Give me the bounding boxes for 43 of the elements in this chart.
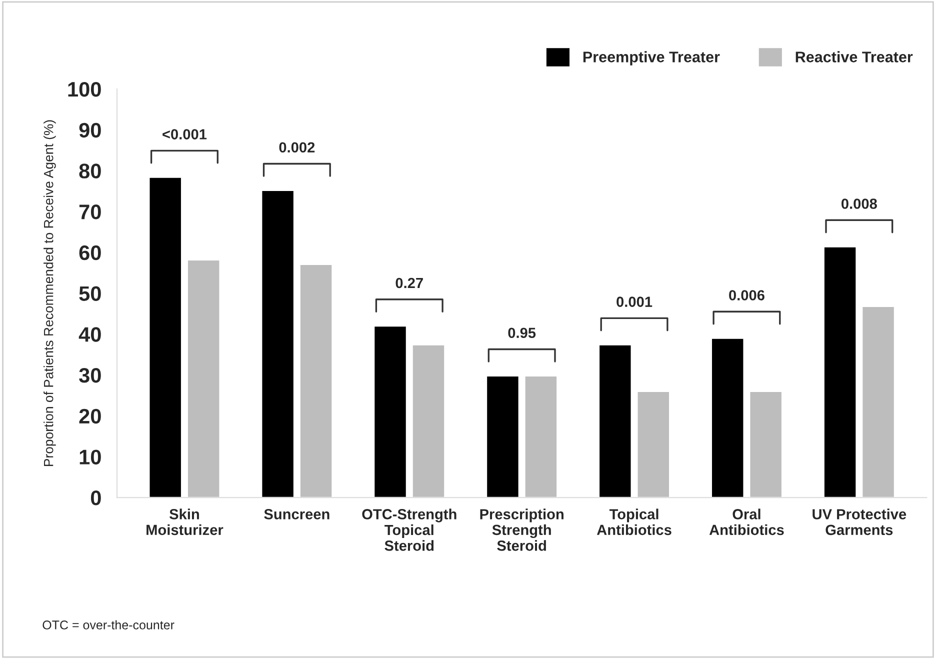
x-tick-label: Topical Antibiotics xyxy=(596,508,672,536)
x-tick-label: OTC-Strength Topical Steroid xyxy=(362,508,456,551)
x-tick-label: UV Protective Garments xyxy=(812,508,906,536)
x-tick-label: Suncreen xyxy=(264,509,330,520)
y-tick-label: 0 xyxy=(90,490,101,506)
bar xyxy=(299,264,334,498)
text: OTC = over-the-counter xyxy=(42,620,174,630)
y-tick-label: 50 xyxy=(79,286,101,302)
bar xyxy=(411,344,446,498)
bar xyxy=(598,344,632,498)
y-tick-label: 70 xyxy=(79,204,101,220)
bar xyxy=(524,375,558,498)
bar xyxy=(373,325,408,498)
annotation: 0.27 xyxy=(396,278,423,288)
bar xyxy=(148,176,182,498)
bar xyxy=(186,259,221,498)
annotation: 0.95 xyxy=(508,328,536,338)
y-tick-label: 80 xyxy=(79,164,101,178)
annotation: 0.008 xyxy=(842,198,877,209)
y-tick-label: 20 xyxy=(79,408,101,424)
bar xyxy=(486,375,520,498)
y-tick-label: 90 xyxy=(79,122,101,138)
x-tick-label: Prescription Strength Steroid xyxy=(480,508,564,551)
x-tick-label: Skin Moisturizer xyxy=(146,508,224,536)
legend-label: Reactive Treater xyxy=(796,51,913,62)
y-tick-label: 30 xyxy=(79,368,101,383)
annotation: 0.006 xyxy=(729,290,764,300)
bar xyxy=(748,390,783,498)
y-axis-title: Proportion of Patients Recommended to Receive Agent (%) xyxy=(44,120,56,466)
bar xyxy=(861,306,896,498)
annotation: 0.001 xyxy=(616,296,652,307)
bar xyxy=(636,390,670,498)
bar xyxy=(260,190,295,498)
y-tick-label: 60 xyxy=(79,245,101,260)
bar xyxy=(710,338,745,498)
x-tick-label: Oral Antibiotics xyxy=(709,508,784,536)
legend-label: Preemptive Treater xyxy=(583,51,720,66)
y-tick-label: 40 xyxy=(78,327,101,342)
y-tick-label: 10 xyxy=(80,450,101,464)
annotation: 0.002 xyxy=(279,142,315,153)
bar xyxy=(823,246,858,498)
annotation: <0.001 xyxy=(162,129,207,140)
y-tick-label: 100 xyxy=(68,82,101,97)
